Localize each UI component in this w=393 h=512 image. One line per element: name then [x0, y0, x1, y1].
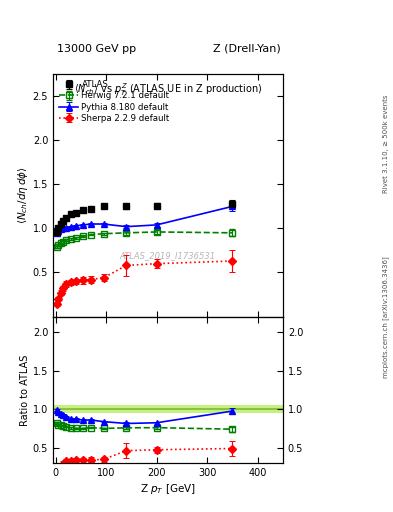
- Text: 13000 GeV pp: 13000 GeV pp: [57, 44, 136, 54]
- Y-axis label: Ratio to ATLAS: Ratio to ATLAS: [20, 354, 30, 425]
- Text: $\langle N_{ch}\rangle$ vs $p_T^Z$ (ATLAS UE in Z production): $\langle N_{ch}\rangle$ vs $p_T^Z$ (ATLA…: [74, 81, 262, 98]
- Text: Z (Drell-Yan): Z (Drell-Yan): [213, 44, 281, 54]
- Bar: [53, 406, 283, 413]
- Legend: ATLAS, Herwig 7.2.1 default, Pythia 8.180 default, Sherpa 2.2.9 default: ATLAS, Herwig 7.2.1 default, Pythia 8.18…: [57, 78, 171, 124]
- X-axis label: Z $p_T$ [GeV]: Z $p_T$ [GeV]: [140, 482, 196, 497]
- Text: mcplots.cern.ch [arXiv:1306.3436]: mcplots.cern.ch [arXiv:1306.3436]: [382, 257, 389, 378]
- Y-axis label: $\langle N_{ch}/d\eta\,d\phi\rangle$: $\langle N_{ch}/d\eta\,d\phi\rangle$: [16, 166, 30, 224]
- Text: ATLAS_2019_I1736531: ATLAS_2019_I1736531: [120, 251, 216, 261]
- Text: Rivet 3.1.10, ≥ 500k events: Rivet 3.1.10, ≥ 500k events: [383, 94, 389, 193]
